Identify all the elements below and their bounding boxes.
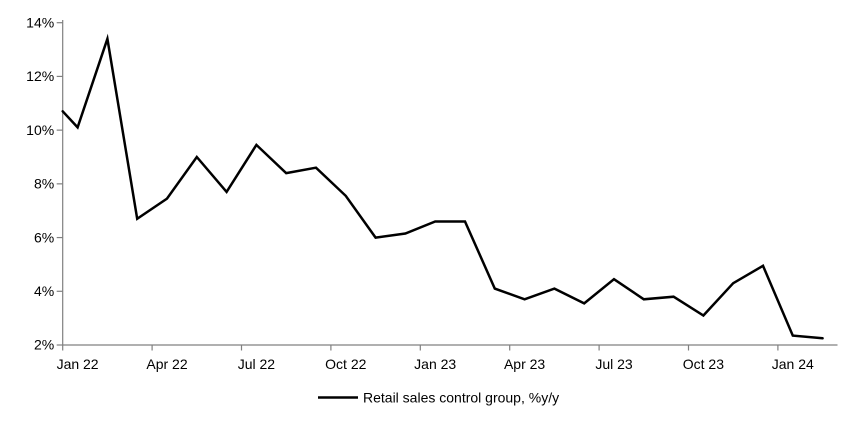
y-tick-label: 4% (34, 283, 54, 299)
x-tick-label: Oct 22 (325, 356, 366, 372)
x-tick-label: Jul 23 (595, 356, 633, 372)
retail-sales-control-group-line (61, 33, 824, 340)
x-tick-label: Oct 23 (683, 356, 724, 372)
y-tick-label: 2% (34, 337, 54, 353)
x-tick-label: Jul 22 (238, 356, 276, 372)
y-tick-label: 10% (26, 122, 54, 138)
x-tick-label: Apr 23 (504, 356, 545, 372)
y-axis-ticks: 2% 4% 6% 8% 10% 12% 14% (26, 14, 63, 353)
legend-label: Retail sales control group, %y/y (363, 390, 559, 406)
legend: Retail sales control group, %y/y (318, 390, 559, 406)
x-tick-label: Apr 22 (146, 356, 187, 372)
x-tick-label: Jan 23 (414, 356, 456, 372)
y-tick-label: 8% (34, 176, 54, 192)
x-axis-ticks: Jan 22 Apr 22 Jul 22 Oct 22 Jan 23 Apr 23 Jul … (57, 345, 814, 372)
y-tick-label: 6% (34, 229, 54, 245)
x-tick-label: Jan 24 (772, 356, 814, 372)
y-tick-label: 14% (26, 14, 54, 30)
y-tick-label: 12% (26, 68, 54, 84)
x-tick-label: Jan 22 (57, 356, 99, 372)
